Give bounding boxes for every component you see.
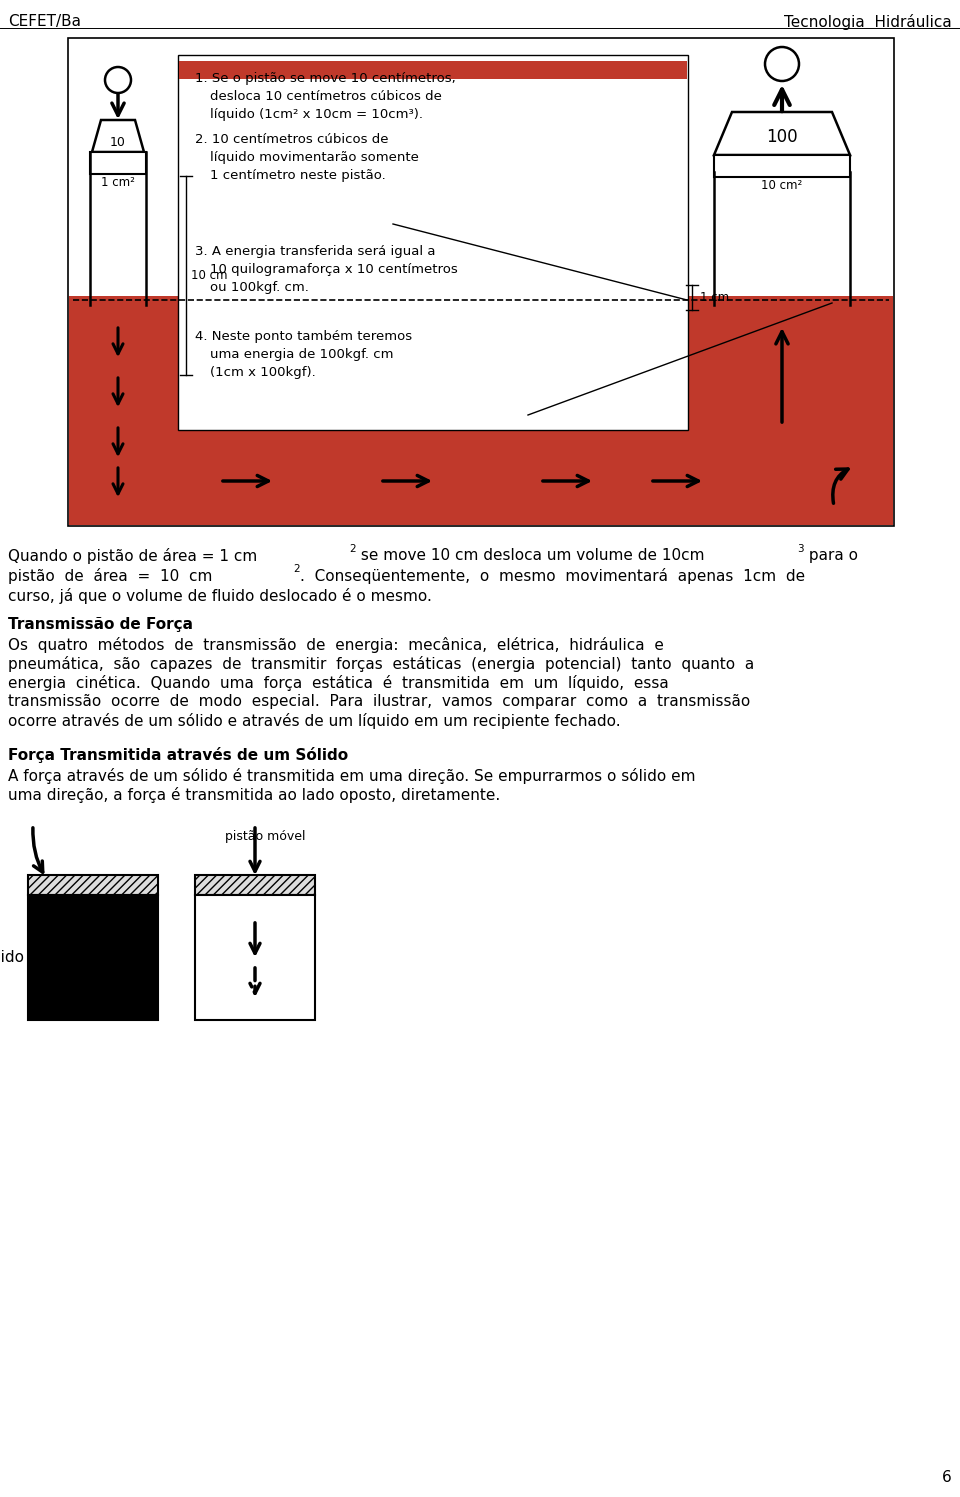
Text: 3. A energia transferida será igual a: 3. A energia transferida será igual a: [195, 246, 436, 257]
Bar: [195, 876, 315, 895]
Text: Força Transmitida através de um Sólido: Força Transmitida através de um Sólido: [8, 747, 348, 763]
Text: Transmissão de Força: Transmissão de Força: [8, 617, 193, 632]
Text: líquido movimentarão somente: líquido movimentarão somente: [210, 151, 419, 165]
Text: curso, já que o volume de fluido deslocado é o mesmo.: curso, já que o volume de fluido desloca…: [8, 588, 432, 603]
Text: transmissão  ocorre  de  modo  especial.  Para  ilustrar,  vamos  comparar  como: transmissão ocorre de modo especial. Par…: [8, 695, 751, 710]
Text: .  Conseqüentemente,  o  mesmo  movimentará  apenas  1cm  de: . Conseqüentemente, o mesmo movimentará …: [300, 567, 805, 584]
Text: Quando o pistão de área = 1 cm: Quando o pistão de área = 1 cm: [8, 548, 257, 564]
Bar: [69, 296, 893, 525]
Bar: [68, 37, 894, 525]
Text: 100: 100: [766, 129, 798, 147]
Text: 10 cm²: 10 cm²: [761, 180, 803, 192]
Text: se move 10 cm desloca um volume de 10cm: se move 10 cm desloca um volume de 10cm: [356, 548, 705, 563]
Text: ou 100kgf. cm.: ou 100kgf. cm.: [210, 281, 309, 293]
Text: sólido: sólido: [0, 949, 24, 964]
Text: 10 quilogramaforça x 10 centímetros: 10 quilogramaforça x 10 centímetros: [210, 263, 458, 275]
Bar: [195, 895, 315, 1019]
Text: uma energia de 100kgf. cm: uma energia de 100kgf. cm: [210, 347, 394, 361]
Text: 1 centímetro neste pistão.: 1 centímetro neste pistão.: [210, 169, 386, 183]
Text: para o: para o: [804, 548, 858, 563]
Text: 2. 10 centímetros cúbicos de: 2. 10 centímetros cúbicos de: [195, 133, 389, 147]
Text: pistão  de  área  =  10  cm: pistão de área = 10 cm: [8, 567, 212, 584]
Text: 1 cm: 1 cm: [700, 290, 730, 304]
Bar: [28, 876, 158, 895]
Bar: [90, 153, 146, 174]
Text: 10 cm: 10 cm: [191, 269, 228, 281]
Text: CEFET/Ba: CEFET/Ba: [8, 13, 81, 28]
Text: Tecnologia  Hidráulica: Tecnologia Hidráulica: [784, 13, 952, 30]
Bar: [28, 895, 158, 1019]
Bar: [179, 61, 687, 79]
Text: 1. Se o pistão se move 10 centímetros,: 1. Se o pistão se move 10 centímetros,: [195, 72, 456, 85]
Text: energia  cinética.  Quando  uma  força  estática  é  transmitida  em  um  líquid: energia cinética. Quando uma força estát…: [8, 675, 669, 692]
Text: líquido (1cm² x 10cm = 10cm³).: líquido (1cm² x 10cm = 10cm³).: [210, 108, 423, 121]
Bar: [714, 156, 850, 177]
Polygon shape: [714, 112, 850, 156]
Text: pneumática,  são  capazes  de  transmitir  forças  estáticas  (energia  potencia: pneumática, são capazes de transmitir fo…: [8, 656, 755, 672]
Polygon shape: [92, 120, 144, 153]
Text: 6: 6: [943, 1470, 952, 1485]
Circle shape: [105, 67, 131, 93]
Circle shape: [765, 46, 799, 81]
Text: A força através de um sólido é transmitida em uma direção. Se empurrarmos o sóli: A força através de um sólido é transmiti…: [8, 768, 695, 784]
Text: 10: 10: [110, 136, 126, 148]
Text: desloca 10 centímetros cúbicos de: desloca 10 centímetros cúbicos de: [210, 90, 442, 103]
Bar: [178, 55, 688, 430]
Text: ocorre através de um sólido e através de um líquido em um recipiente fechado.: ocorre através de um sólido e através de…: [8, 713, 620, 729]
Text: 3: 3: [797, 543, 804, 554]
Text: 2: 2: [293, 564, 300, 573]
Text: 1 cm²: 1 cm²: [101, 177, 135, 189]
Text: Os  quatro  métodos  de  transmissão  de  energia:  mecânica,  elétrica,  hidráu: Os quatro métodos de transmissão de ener…: [8, 638, 664, 653]
Text: (1cm x 100kgf).: (1cm x 100kgf).: [210, 365, 316, 379]
Text: pistão móvel: pistão móvel: [225, 829, 305, 843]
Text: 2: 2: [349, 543, 355, 554]
Text: 4. Neste ponto também teremos: 4. Neste ponto também teremos: [195, 329, 412, 343]
Text: uma direção, a força é transmitida ao lado oposto, diretamente.: uma direção, a força é transmitida ao la…: [8, 787, 500, 802]
